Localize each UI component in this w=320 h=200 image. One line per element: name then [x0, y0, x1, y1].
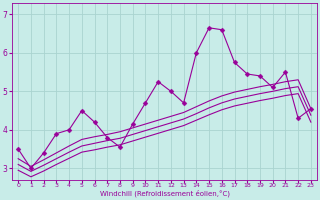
X-axis label: Windchill (Refroidissement éolien,°C): Windchill (Refroidissement éolien,°C)	[100, 190, 229, 197]
